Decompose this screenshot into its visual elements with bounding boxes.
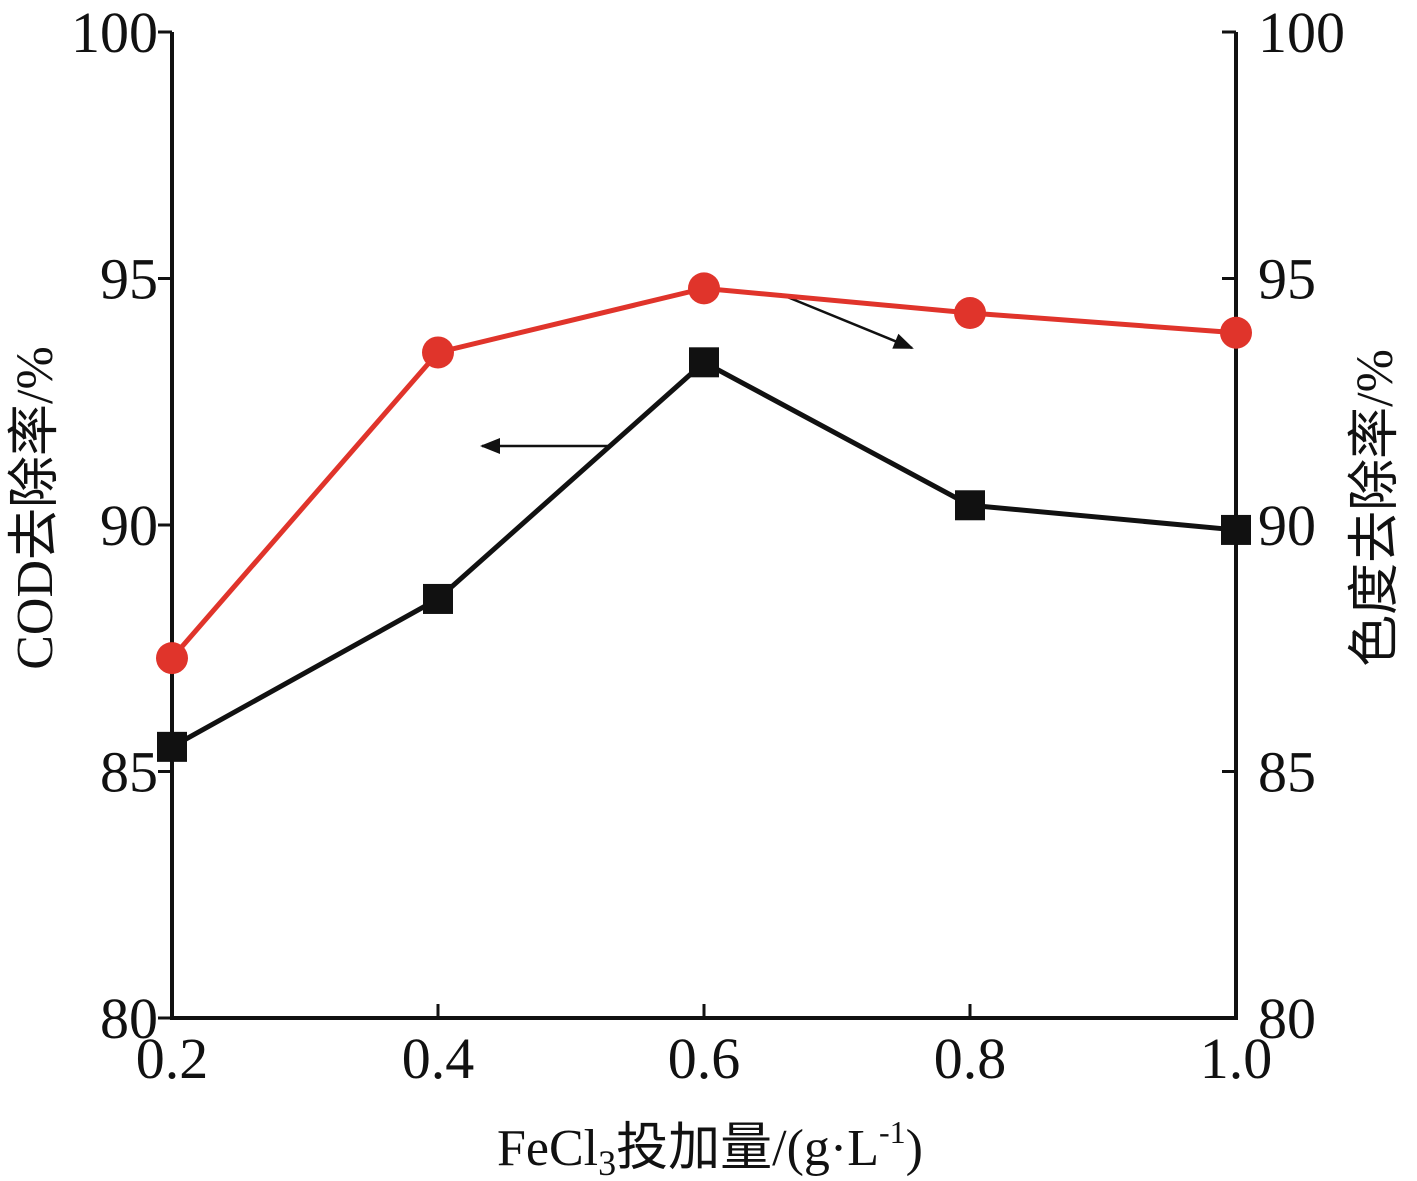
x-axis-title: FeCl3投加量/(g·L-1) bbox=[497, 1114, 923, 1181]
color-data-point bbox=[688, 272, 720, 305]
cod-data-point bbox=[423, 583, 453, 614]
right-axis-arrow bbox=[779, 292, 914, 350]
x-tick-label: 1.0 bbox=[1200, 1026, 1273, 1091]
cod-series-line bbox=[170, 359, 1237, 750]
y-right-tick-label: 95 bbox=[1258, 247, 1316, 312]
color-data-point bbox=[954, 297, 986, 330]
annotations bbox=[480, 292, 914, 454]
x-tick-label: 0.4 bbox=[402, 1026, 475, 1091]
y-left-tick-label: 90 bbox=[100, 493, 158, 558]
cod-data-point bbox=[1221, 514, 1251, 545]
y-right-tick-label: 85 bbox=[1258, 740, 1316, 805]
series-layer bbox=[156, 272, 1252, 762]
cod-data-point bbox=[157, 731, 187, 762]
x-tick-label: 0.8 bbox=[934, 1026, 1007, 1091]
ticks: 80 85 90 95 100 80 85 90 95 100 0.2 0.4 0.6 0.8 1.0 bbox=[71, 0, 1345, 1091]
y-left-tick-label: 95 bbox=[100, 247, 158, 312]
cod-data-point bbox=[689, 347, 719, 378]
y-right-axis-title: 色度去除率/% bbox=[1347, 349, 1404, 667]
y-right-tick-label: 100 bbox=[1258, 0, 1345, 65]
cod-data-point bbox=[955, 490, 985, 521]
y-left-axis-title: COD去除率/% bbox=[7, 346, 64, 670]
y-left-tick-label: 85 bbox=[100, 740, 158, 805]
color-data-point bbox=[156, 642, 188, 675]
y-left-tick-label: 80 bbox=[100, 986, 158, 1051]
x-tick-label: 0.2 bbox=[136, 1026, 209, 1091]
color-data-point bbox=[422, 336, 454, 369]
color-data-point bbox=[1220, 316, 1252, 349]
y-right-tick-label: 90 bbox=[1258, 493, 1316, 558]
y-left-tick-label: 100 bbox=[71, 0, 158, 65]
y-right-tick-label: 80 bbox=[1258, 986, 1316, 1051]
axes bbox=[170, 32, 1238, 1020]
color-series-line bbox=[170, 285, 1237, 660]
x-tick-label: 0.6 bbox=[668, 1026, 741, 1091]
